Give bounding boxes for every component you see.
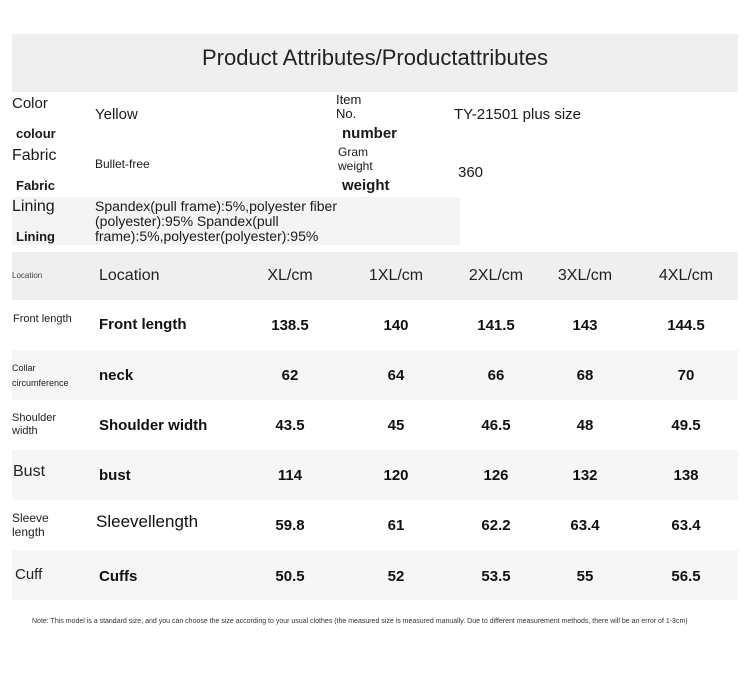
cell-3xl: 48: [576, 417, 594, 434]
item-label-line2: No.: [336, 106, 357, 121]
fabric-label-sub: Fabric: [16, 178, 56, 193]
lining-value: Spandex(pull frame):5%,polyester fiber (…: [95, 199, 425, 244]
item-label-sub: number: [342, 125, 398, 142]
table-header-band: [12, 252, 738, 300]
gram-label-line2: weight: [338, 159, 373, 173]
row-left-label-line2: width: [12, 425, 38, 437]
cell-2xl: 66: [487, 367, 505, 384]
row-left-label: Shoulder: [12, 412, 57, 424]
color-value: Yellow: [95, 106, 138, 123]
column-header-4xl: 4XL/cm: [658, 267, 714, 284]
item-value: TY-21501 plus size: [454, 106, 582, 123]
cell-4xl: 138: [673, 467, 699, 484]
fabric-label: Fabric: [12, 147, 57, 164]
cell-1xl: 120: [383, 467, 409, 484]
gram-label-line1: Gram: [338, 145, 368, 159]
cell-3xl: 55: [576, 568, 594, 585]
column-header-2xl: 2XL/cm: [468, 267, 524, 284]
cell-4xl: 144.5: [667, 317, 705, 334]
color-label-sub: colour: [16, 126, 56, 141]
cell-1xl: 45: [387, 417, 405, 434]
row-label: Front length: [99, 316, 187, 333]
lining-value-line2: (polyester):95% Spandex(pull: [95, 213, 279, 229]
size-note: Note: This model is a standard size, and…: [32, 618, 688, 625]
row-label: bust: [99, 467, 131, 484]
cell-1xl: 64: [387, 367, 405, 384]
item-label-line1: Item: [336, 92, 362, 107]
page-title: Product Attributes/Productattributes: [201, 45, 549, 70]
row-label: neck: [99, 367, 134, 384]
cell-4xl: 56.5: [671, 568, 701, 585]
cell-3xl: 143: [572, 317, 598, 334]
cell-xl: 50.5: [275, 568, 305, 585]
cell-2xl: 126: [483, 467, 509, 484]
row-band: [12, 450, 738, 500]
table-header-location: Location: [99, 267, 160, 284]
row-label: Cuffs: [99, 568, 138, 585]
fabric-value: Bullet-free: [95, 157, 150, 171]
cell-3xl: 68: [576, 367, 594, 384]
row-left-label: Sleeve: [12, 511, 49, 525]
cell-4xl: 49.5: [671, 417, 701, 434]
row-left-label-line2: length: [12, 525, 45, 539]
lining-label: Lining: [12, 198, 55, 215]
column-header-xl: XL/cm: [267, 267, 313, 284]
gram-label-sub: weight: [342, 177, 390, 194]
cell-xl: 62: [281, 367, 299, 384]
lining-value-line3: frame):5%,polyester(polyester):95%: [95, 228, 319, 244]
cell-xl: 43.5: [275, 417, 305, 434]
color-label: Color: [12, 95, 48, 112]
row-band: [12, 550, 738, 600]
lining-label-sub: Lining: [16, 229, 55, 244]
cell-1xl: 61: [387, 517, 405, 534]
cell-xl: 114: [277, 467, 303, 484]
gram-value: 360: [458, 164, 484, 181]
row-left-label-line2: circumference: [12, 378, 69, 388]
cell-3xl: 63.4: [570, 517, 600, 534]
column-header-3xl: 3XL/cm: [557, 267, 613, 284]
lining-band: [12, 197, 460, 245]
cell-xl: 59.8: [275, 517, 305, 534]
cell-3xl: 132: [572, 467, 598, 484]
row-band: [12, 350, 738, 400]
cell-1xl: 52: [387, 568, 405, 585]
cell-4xl: 63.4: [671, 517, 701, 534]
cell-2xl: 141.5: [477, 317, 515, 334]
lining-value-line1: Spandex(pull frame):5%,polyester fiber: [95, 198, 338, 214]
cell-1xl: 140: [383, 317, 409, 334]
cell-xl: 138.5: [271, 317, 309, 334]
cell-2xl: 62.2: [481, 517, 511, 534]
row-label: Shoulder width: [99, 417, 208, 434]
table-corner-label: Location: [12, 271, 43, 280]
cell-4xl: 70: [677, 367, 695, 384]
cell-2xl: 46.5: [481, 417, 511, 434]
row-left-label: Cuff: [15, 566, 43, 583]
row-left-label: Bust: [13, 463, 46, 480]
cell-2xl: 53.5: [481, 568, 511, 585]
row-label: Sleevellength: [96, 512, 199, 531]
row-left-label: Collar: [12, 363, 36, 373]
title-bar: Product Attributes/Productattributes: [12, 34, 738, 92]
row-left-label: Front length: [13, 313, 72, 325]
column-header-1xl: 1XL/cm: [368, 267, 424, 284]
